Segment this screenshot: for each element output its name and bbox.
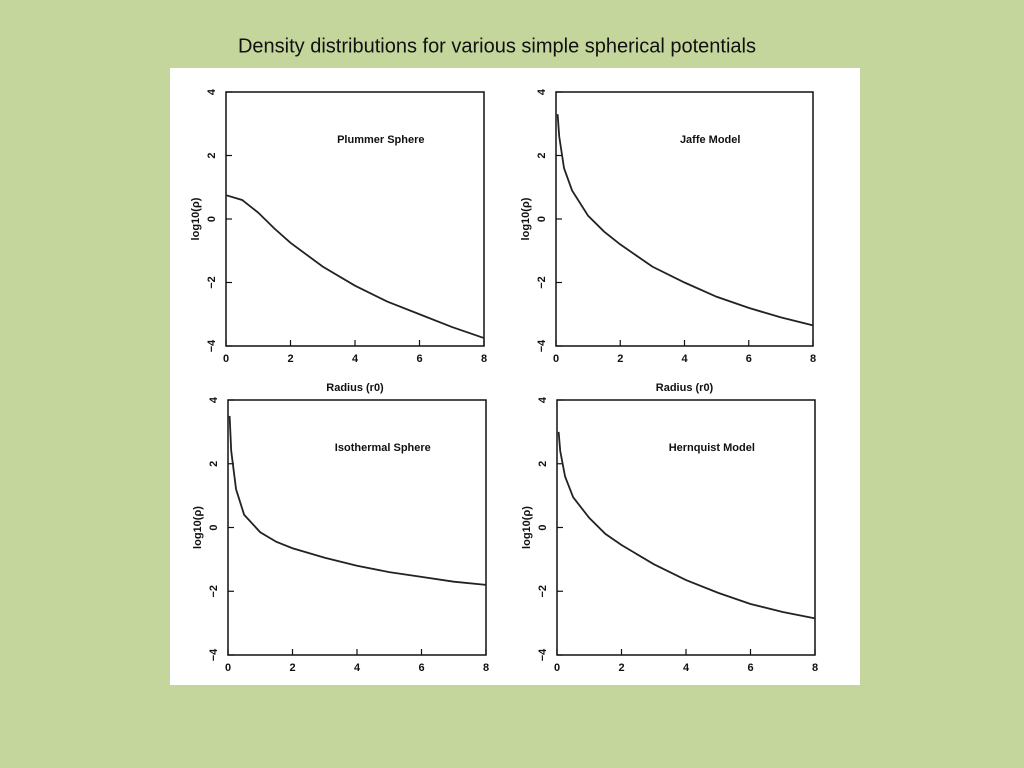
x-axis-label: Radius (r0) <box>326 382 384 394</box>
x-tick-label: 8 <box>483 662 489 674</box>
x-tick-label: 4 <box>352 353 359 365</box>
y-tick-label: −2 <box>537 585 549 598</box>
x-tick-label: 6 <box>746 353 752 365</box>
density-curve <box>556 114 814 327</box>
x-tick-label: 2 <box>287 353 293 365</box>
y-axis-label: log10(ρ) <box>520 197 532 240</box>
x-tick-label: 4 <box>683 662 690 674</box>
density-curve <box>228 415 487 586</box>
y-tick-label: −2 <box>206 276 218 289</box>
x-tick-label: 0 <box>223 353 229 365</box>
y-tick-label: 2 <box>206 152 218 158</box>
y-tick-label: −4 <box>206 339 218 352</box>
x-tick-label: 4 <box>681 353 688 365</box>
x-tick-label: 4 <box>354 662 361 674</box>
x-tick-label: 2 <box>289 662 295 674</box>
x-tick-label: 8 <box>481 353 487 365</box>
figure-panel <box>170 68 860 685</box>
y-tick-label: 2 <box>536 152 548 158</box>
x-tick-label: 0 <box>554 662 560 674</box>
y-axis-label: log10(ρ) <box>190 197 202 240</box>
y-tick-label: 4 <box>206 88 218 95</box>
y-tick-label: 4 <box>208 396 220 403</box>
y-tick-label: 0 <box>537 524 549 530</box>
plot-title: Hernquist Model <box>669 442 755 454</box>
plot-title: Plummer Sphere <box>337 134 424 146</box>
x-tick-label: 2 <box>618 662 624 674</box>
density-curve <box>225 194 485 339</box>
x-tick-label: 8 <box>810 353 816 365</box>
y-tick-label: −4 <box>208 648 220 661</box>
y-tick-label: 2 <box>208 461 220 467</box>
y-tick-label: −2 <box>208 585 220 598</box>
y-axis-label: log10(ρ) <box>192 506 204 549</box>
y-tick-label: 0 <box>208 524 220 530</box>
y-tick-label: −4 <box>537 648 549 661</box>
y-tick-label: 4 <box>536 88 548 95</box>
x-tick-label: 6 <box>418 662 424 674</box>
x-axis-label: Radius (r0) <box>656 382 714 394</box>
y-axis-label: log10(ρ) <box>521 506 533 549</box>
x-tick-label: 6 <box>416 353 422 365</box>
y-tick-label: −2 <box>536 276 548 289</box>
slide-title: Density distributions for various simple… <box>238 35 756 57</box>
x-tick-label: 8 <box>812 662 818 674</box>
x-tick-label: 6 <box>747 662 753 674</box>
y-tick-label: 4 <box>537 396 549 403</box>
y-tick-label: 0 <box>206 216 218 222</box>
x-tick-label: 0 <box>225 662 231 674</box>
plot-title: Isothermal Sphere <box>335 442 431 454</box>
x-tick-label: 0 <box>553 353 559 365</box>
y-tick-label: 0 <box>536 216 548 222</box>
plot-title: Jaffe Model <box>680 134 741 146</box>
x-tick-label: 2 <box>617 353 623 365</box>
density-curve <box>557 431 816 620</box>
y-tick-label: −4 <box>536 339 548 352</box>
y-tick-label: 2 <box>537 461 549 467</box>
